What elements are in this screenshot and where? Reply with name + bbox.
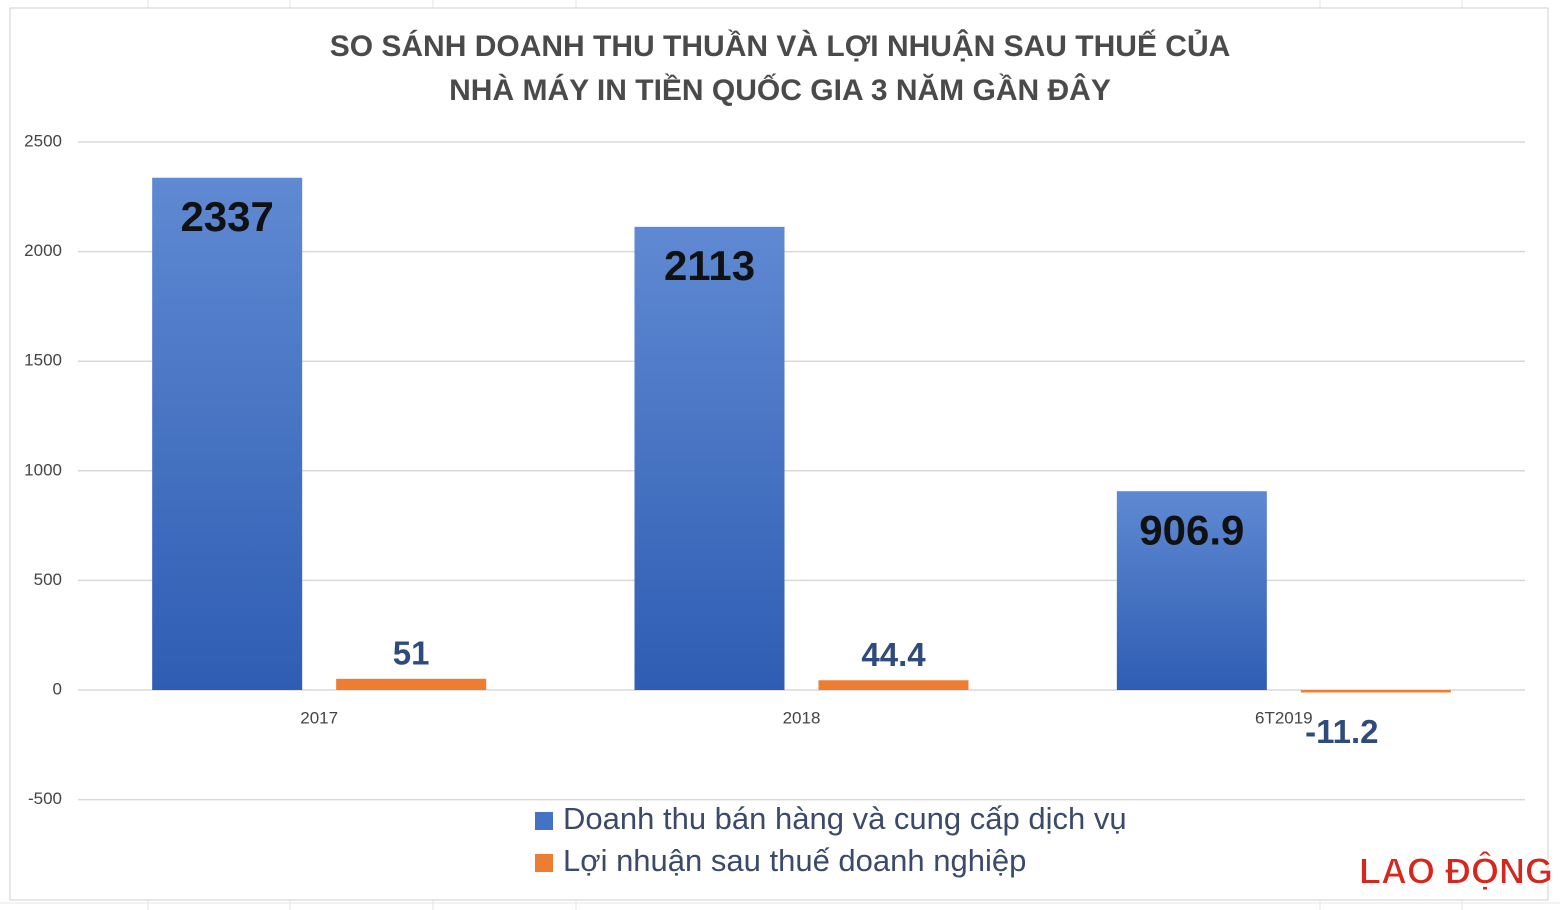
data-label: 51 <box>393 635 430 672</box>
legend-label: Lợi nhuận sau thuế doanh nghiệp <box>563 843 1026 878</box>
x-tick-label: 6T2019 <box>1255 708 1313 727</box>
y-tick-label: 2000 <box>24 241 62 260</box>
y-tick-label: 1500 <box>24 351 62 370</box>
bar <box>634 226 785 691</box>
data-label: 2113 <box>664 242 755 289</box>
logo: LAO ĐỘNG <box>1359 850 1553 892</box>
bar <box>152 177 303 690</box>
y-tick-label: 2500 <box>24 131 62 150</box>
x-tick-label: 2017 <box>300 708 338 727</box>
legend-label: Doanh thu bán hàng và cung cấp dịch vụ <box>563 801 1127 836</box>
data-label: 906.9 <box>1139 506 1244 553</box>
chart-title: SO SÁNH DOANH THU THUẦN VÀ LỢI NHUẬN SAU… <box>330 29 1231 63</box>
y-tick-label: 1000 <box>24 460 62 479</box>
y-tick-label: -500 <box>28 789 62 808</box>
bar <box>1300 690 1451 693</box>
bar <box>336 678 487 690</box>
bar <box>818 680 969 690</box>
legend-swatch <box>535 812 553 830</box>
data-label: 44.4 <box>861 636 926 673</box>
x-tick-label: 2018 <box>783 708 821 727</box>
data-label: 2337 <box>180 193 273 240</box>
chart-title: NHÀ MÁY IN TIỀN QUỐC GIA 3 NĂM GẦN ĐÂY <box>449 73 1111 107</box>
legend-swatch <box>535 854 553 872</box>
y-tick-label: 500 <box>34 570 62 589</box>
data-label: -11.2 <box>1305 713 1378 750</box>
bar <box>1116 491 1267 690</box>
y-tick-label: 0 <box>53 679 62 698</box>
